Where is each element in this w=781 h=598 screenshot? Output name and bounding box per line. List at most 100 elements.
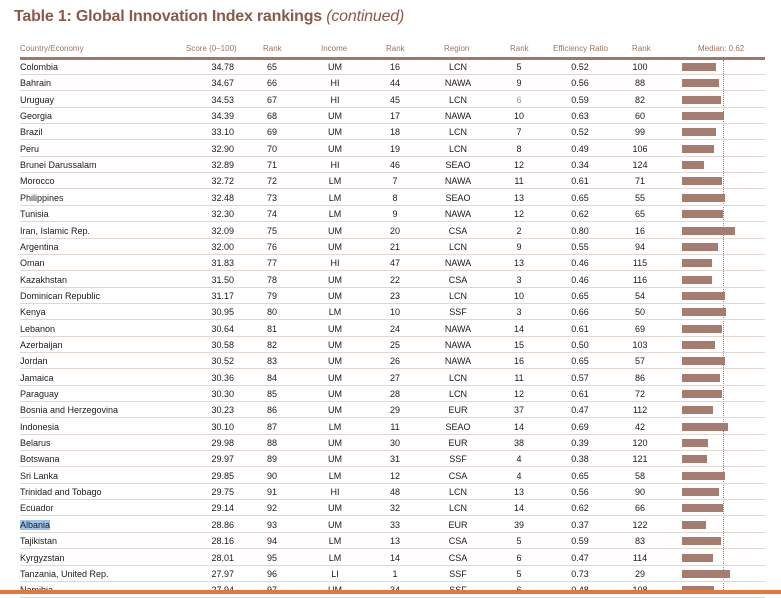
rank-overall-cell: 83 [266,356,277,367]
rank-efficiency-cell: 120 [632,438,648,449]
rank-region-cell: 39 [513,519,524,530]
rank-overall-cell: 73 [266,192,277,203]
region-cell: LCN [448,487,467,498]
region-cell: NAWA [444,323,472,334]
efficiency-cell: 0.56 [571,78,589,89]
table-row: Belarus 29.98 88 UM 30 EUR 38 0.39 120 [0,435,781,452]
country-cell: Jamaica [20,372,54,383]
region-cell: SEAO [445,192,471,203]
rank-overall-cell: 78 [266,274,277,285]
table-row: Oman 31.83 77 HI 47 NAWA 13 0.46 115 [0,255,781,272]
income-cell: HI [330,160,340,171]
income-cell: HI [330,78,340,89]
efficiency-cell: 0.63 [571,111,589,122]
efficiency-bar [682,324,722,333]
rank-overall-cell: 90 [266,470,277,481]
table-row: Brunei Darussalam 32.89 71 HI 46 SEAO 12 0.34 12… [0,157,781,174]
table-row: Lebanon 30.64 81 UM 24 NAWA 14 0.61 69 [0,321,781,337]
rank-overall-cell: 67 [266,94,277,105]
score-cell: 27.97 [211,568,234,579]
rank-region-cell: 9 [516,78,522,89]
income-cell: UM [328,339,342,350]
score-cell: 30.58 [211,339,234,350]
income-cell: UM [328,225,342,236]
rank-overall-cell: 85 [266,389,277,399]
score-cell: 30.64 [211,323,234,334]
score-cell: 34.78 [211,62,234,72]
table-row: Bahrain 34.67 66 HI 44 NAWA 9 0.56 88 [0,75,781,92]
income-cell: UM [328,372,342,383]
rank-overall-cell: 75 [266,225,277,236]
country-cell: Lebanon [20,323,56,334]
efficiency-cell: 0.69 [571,421,589,432]
rank-efficiency-cell: 58 [634,470,645,481]
table-row: Botswana 29.97 89 UM 31 SSF 4 0.38 121 [0,451,781,468]
region-cell: LCN [448,241,467,252]
row-separator [20,384,765,386]
income-cell: UM [328,405,342,416]
table-row: Jamaica 30.36 84 UM 27 LCN 11 0.57 86 [0,370,781,386]
score-cell: 32.30 [211,209,234,220]
income-cell: UM [328,356,342,367]
rank-overall-cell: 79 [266,290,277,301]
score-cell: 32.48 [211,192,234,203]
rank-region-cell: 3 [516,307,522,318]
rank-income-cell: 45 [389,94,400,105]
row-separator [20,237,765,239]
rank-region-cell: 5 [516,62,522,72]
efficiency-cell: 0.65 [571,470,589,481]
income-cell: LM [328,470,342,481]
rank-efficiency-cell: 72 [634,389,645,399]
rank-region-cell: 12 [513,389,524,399]
rank-income-cell: 25 [389,339,400,350]
score-cell: 30.10 [211,421,234,432]
rank-efficiency-cell: 103 [632,339,648,350]
country-cell: Kazakhstan [20,274,68,285]
row-separator [20,433,765,435]
income-cell: LI [331,568,339,579]
efficiency-bar [682,259,712,268]
income-cell: HI [330,258,340,269]
region-cell: NAWA [444,176,472,187]
table-row: Morocco 32.72 72 LM 7 NAWA 11 0.61 71 [0,173,781,190]
rank-overall-cell: 84 [266,372,277,383]
title-text: Table 1: Global Innovation Index ranking… [14,8,322,25]
efficiency-bar [682,210,723,219]
rank-region-cell: 4 [516,470,522,481]
region-cell: CSA [448,274,468,285]
score-cell: 34.67 [211,78,234,89]
row-separator [20,155,765,157]
rank-efficiency-cell: 106 [632,143,648,154]
efficiency-bar [682,569,730,578]
rank-overall-cell: 82 [266,339,277,350]
score-cell: 34.53 [211,94,234,105]
country-cell: Indonesia [20,421,60,432]
rank-efficiency-cell: 122 [632,519,648,530]
rank-overall-cell: 76 [266,241,277,252]
table-row: Paraguay 30.30 85 UM 28 LCN 12 0.61 72 [0,386,781,402]
table-row: Brazil 33.10 69 UM 18 LCN 7 0.52 99 [0,124,781,141]
rank-overall-cell: 92 [266,503,277,514]
score-cell: 31.83 [211,258,234,269]
rank-income-cell: 44 [389,78,400,89]
table-row: Tunisia 32.30 74 LM 9 NAWA 12 0.62 65 [0,206,781,223]
efficiency-bar [682,242,718,251]
region-cell: NAWA [444,111,472,122]
country-cell: Tunisia [20,209,49,220]
income-cell: LM [328,176,342,187]
row-separator [20,286,765,288]
rank-region-cell: 13 [513,258,524,269]
efficiency-cell: 0.62 [571,503,589,514]
efficiency-cell: 0.46 [571,258,589,269]
rank-income-cell: 11 [390,421,400,432]
rank-overall-cell: 80 [266,307,277,318]
score-cell: 30.23 [211,405,234,416]
table-header: Country/Economy Score (0–100) Rank Incom… [0,44,781,58]
efficiency-bar [682,455,707,464]
title-suffix: (continued) [326,8,405,25]
rank-efficiency-cell: 55 [634,192,645,203]
score-cell: 29.14 [211,503,234,514]
table-row: Azerbaijan 30.58 82 UM 25 NAWA 15 0.50 103 [0,337,781,353]
country-cell: Uruguay [20,94,55,105]
table-row: Uruguay 34.53 67 HI 45 LCN 6 0.59 82 [0,92,781,108]
